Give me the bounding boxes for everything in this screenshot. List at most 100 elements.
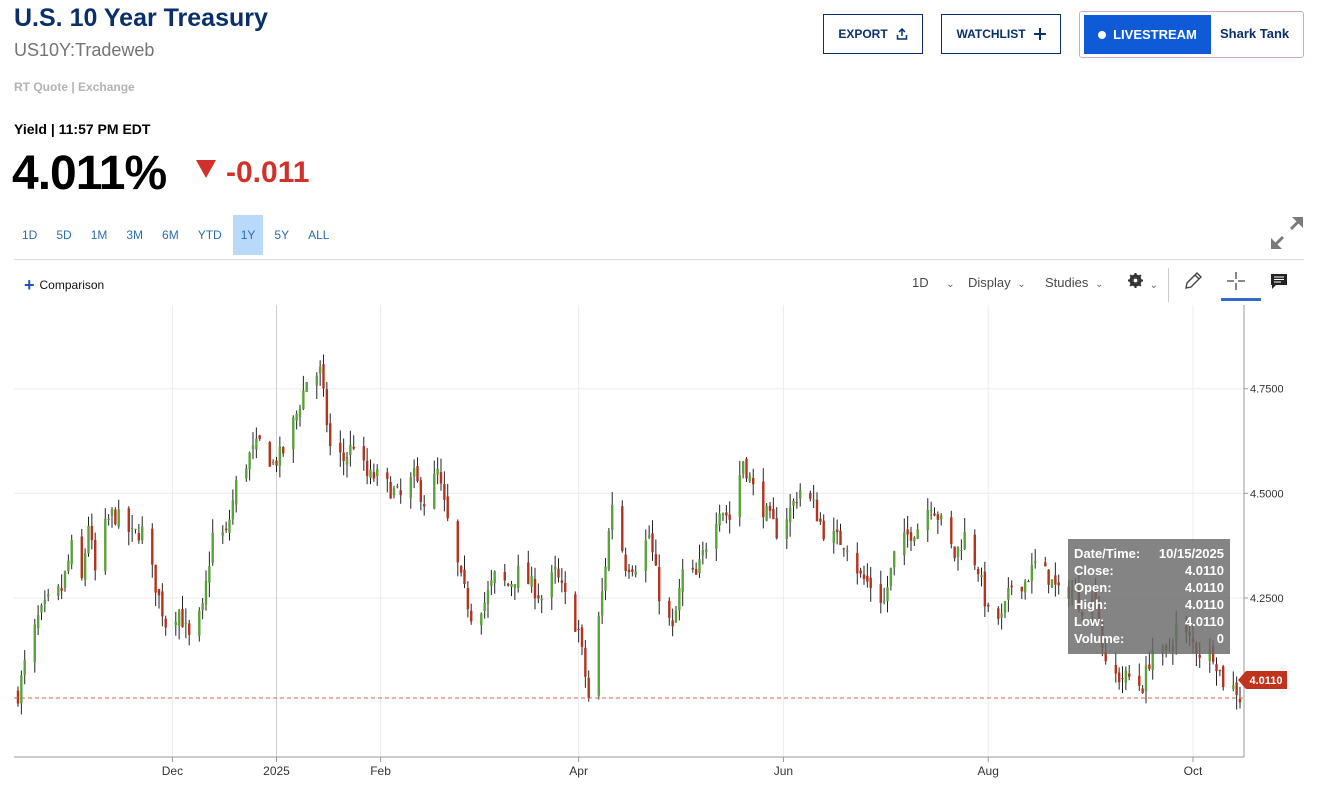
candle-body [728,514,731,520]
candle-body [1027,581,1030,583]
toolbar-separator [1168,268,1169,302]
pencil-icon[interactable] [1183,271,1203,291]
range-3m[interactable]: 3M [126,228,144,242]
livestream-button[interactable]: LIVESTREAM [1084,15,1211,54]
candle-body [1020,586,1023,592]
candle-body [493,571,496,584]
candle-body [604,566,607,591]
tooltip-close-label: Close: [1074,563,1114,578]
studies-dropdown[interactable]: Studies ⌄ [1045,275,1103,290]
candle-body [980,575,983,578]
candle-body [114,509,117,525]
range-1y[interactable]: 1Y [232,215,264,255]
tooltip-high-label: High: [1074,597,1108,612]
price-chart[interactable]: 4.7500 4.5000 4.2500 Dec 2025 Feb Apr Jun Aug Oct [0,300,1344,805]
candle-body [725,512,728,516]
candle-body [741,461,745,475]
candle-body [1044,562,1047,567]
candle-body [423,504,426,507]
candle-body [188,623,191,635]
range-6m[interactable]: 6M [162,228,179,242]
export-button[interactable]: EXPORT [823,14,923,54]
candle-body [574,594,577,632]
candle-body [1007,587,1010,600]
candle-body [550,572,553,598]
candle-body [470,610,473,622]
range-1d[interactable]: 1D [22,228,38,242]
candle-body [694,568,698,575]
candle-body [463,569,466,585]
candle-body [376,469,379,476]
comparison-label: Comparison [39,278,105,292]
candle-body [486,590,490,604]
livestream-widget[interactable]: LIVESTREAM Shark Tank [1079,11,1304,58]
candle-body [436,468,439,475]
candle-body [302,390,305,410]
range-5y[interactable]: 5Y [274,228,290,242]
price-change: -0.011 [226,156,310,189]
candle-body [1208,647,1211,662]
candle-body [339,442,342,453]
candle-body [832,531,835,544]
range-1m[interactable]: 1M [90,228,108,242]
x-tick-label: Oct [1184,764,1203,778]
candle-body [584,647,587,677]
candle-body [228,519,231,533]
expand-icon[interactable] [1268,214,1306,252]
candle-body [352,446,355,449]
range-ytd[interactable]: YTD [197,228,222,242]
display-dropdown[interactable]: Display ⌄ [968,275,1026,290]
crosshair-icon[interactable] [1227,272,1245,290]
livestream-label: LIVESTREAM [1113,27,1197,42]
candle-body [443,484,446,500]
candle-body [839,530,842,545]
candle-body [691,567,694,570]
down-arrow-icon [196,160,216,178]
candle-body [104,518,107,572]
candle-body [342,452,345,462]
candle-body [23,660,26,675]
watchlist-button[interactable]: WATCHLIST [941,14,1061,54]
candle-body [788,507,792,523]
candle-body [909,532,913,541]
candle-body [271,462,275,464]
candle-body [369,469,372,478]
candle-body [681,569,684,592]
comment-icon[interactable] [1270,273,1288,290]
candle-body [389,481,392,499]
chevron-down-icon: ⌄ [1017,279,1026,290]
candle-body [1238,698,1242,703]
candle-body [533,578,537,599]
candle-body [953,546,956,559]
candle-body [1151,649,1154,671]
candle-body [490,580,493,587]
range-all[interactable]: ALL [308,228,330,242]
candle-body [846,550,849,552]
livestream-show-name[interactable]: Shark Tank [1220,26,1290,41]
tooltip-low-label: Low: [1074,614,1105,629]
settings-dropdown[interactable]: ⌄ [1128,273,1158,291]
comparison-button[interactable]: + Comparison [24,276,105,294]
candle-body [634,571,637,575]
candle-body [627,569,631,573]
range-5d[interactable]: 5D [56,228,72,242]
candle-body [386,472,389,479]
candle-body [483,602,486,612]
candle-body [83,553,87,580]
candle-body [772,508,775,520]
candle-body [1198,654,1201,658]
candle-body [1235,682,1238,696]
candle-body [459,566,463,573]
candle-body [785,519,788,540]
interval-dropdown[interactable]: 1D ⌄ [912,275,955,290]
candle-body [842,548,846,550]
y-tick-label: 4.2500 [1250,593,1284,605]
candle-body [1144,665,1148,692]
candle-body [795,502,799,504]
candle-body [318,366,322,374]
candle-body [258,435,261,439]
candle-body [644,540,647,571]
candle-body [647,535,651,538]
candle-body [893,551,896,568]
candle-body [768,505,772,511]
